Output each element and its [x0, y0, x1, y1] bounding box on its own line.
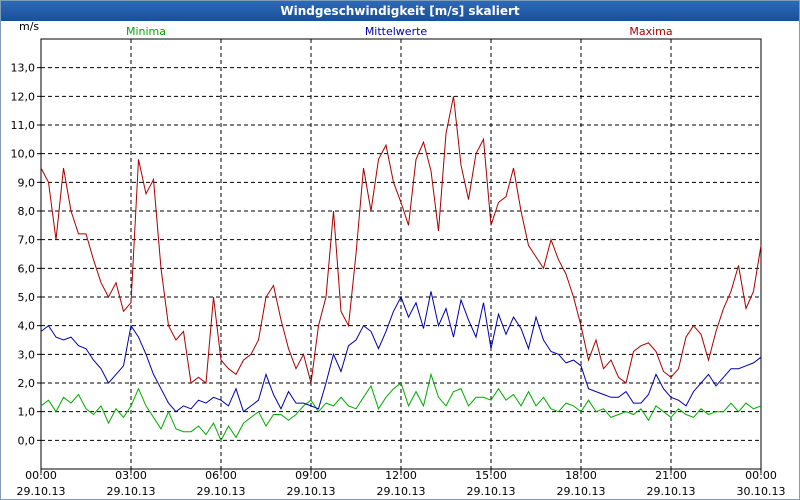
x-tick-date: 29.10.13 — [17, 485, 66, 498]
y-tick-label: 12,0 — [11, 90, 36, 103]
x-tick-date: 29.10.13 — [377, 485, 426, 498]
x-tick-date: 29.10.13 — [107, 485, 156, 498]
x-tick-time: 06:00 — [205, 469, 237, 482]
x-tick-time: 03:00 — [115, 469, 147, 482]
x-tick-date: 29.10.13 — [647, 485, 696, 498]
y-tick-label: 2,0 — [18, 377, 36, 390]
y-axis-label: m/s — [19, 21, 39, 33]
y-tick-label: 7,0 — [18, 234, 36, 247]
y-tick-label: 10,0 — [11, 148, 36, 161]
y-tick-label: 3,0 — [18, 348, 36, 361]
x-tick-date: 29.10.13 — [557, 485, 606, 498]
x-tick-time: 09:00 — [295, 469, 327, 482]
y-tick-label: 8,0 — [18, 205, 36, 218]
x-tick-date: 29.10.13 — [467, 485, 516, 498]
legend-mittelwerte: Mittelwerte — [365, 25, 428, 38]
y-tick-label: 0,0 — [18, 434, 36, 447]
x-ticks: 00:00 29.10.13 03:00 29.10.13 06:00 29.10.13 0… — [17, 469, 786, 498]
y-tick-label: 6,0 — [18, 262, 36, 275]
y-tick-label: 9,0 — [18, 176, 36, 189]
x-tick-time: 15:00 — [475, 469, 507, 482]
series-line-mittelwerte — [40, 291, 762, 413]
grid — [41, 39, 761, 469]
legend: Minima Mittelwerte Maxima — [126, 25, 673, 38]
y-tick-label: 1,0 — [18, 406, 36, 419]
x-tick-time: 18:00 — [565, 469, 597, 482]
x-tick-time: 21:00 — [655, 469, 687, 482]
y-tick-label: 4,0 — [18, 320, 36, 333]
x-tick-date: 30.10.13 — [737, 485, 786, 498]
y-ticks: 0,0 1,0 2,0 3,0 4,0 5,0 6,0 7,0 8,0 9,0 10,0 11,0 12… — [11, 62, 41, 447]
y-tick-label: 13,0 — [11, 62, 36, 75]
series-line-minima — [40, 372, 762, 442]
x-tick-time: 00:00 — [25, 469, 57, 482]
y-tick-label: 5,0 — [18, 291, 36, 304]
x-tick-time: 00:00 — [745, 469, 777, 482]
x-tick-date: 29.10.13 — [197, 485, 246, 498]
series-lines — [40, 96, 762, 442]
y-tick-label: 11,0 — [11, 119, 36, 132]
x-tick-time: 12:00 — [385, 469, 417, 482]
x-tick-date: 29.10.13 — [287, 485, 336, 498]
chart-area: 0,0 1,0 2,0 3,0 4,0 5,0 6,0 7,0 8,0 9,0 10,0 11,0 12… — [11, 21, 786, 498]
chart-title: Windgeschwindigkeit [m/s] skaliert — [1, 1, 799, 21]
legend-maxima: Maxima — [629, 25, 672, 38]
series-line-maxima — [40, 96, 762, 384]
legend-minima: Minima — [126, 25, 166, 38]
